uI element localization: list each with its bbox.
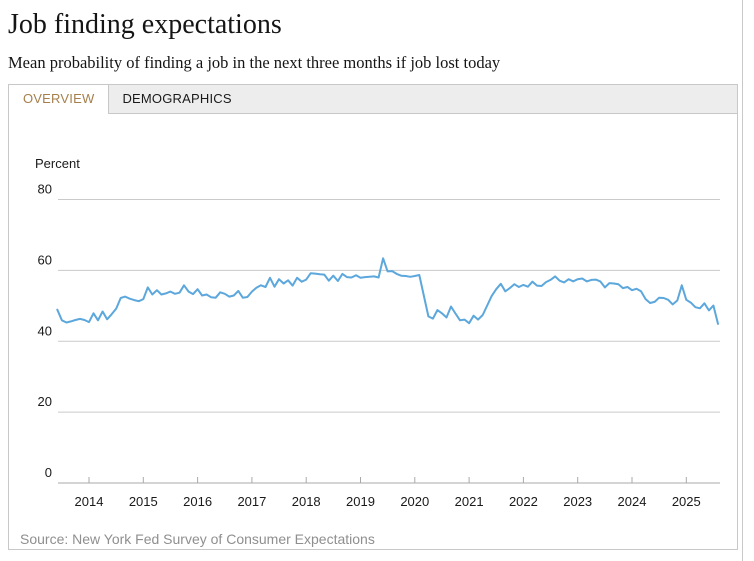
y-axis-title: Percent [35,156,80,171]
page-subtitle: Mean probability of finding a job in the… [8,53,501,72]
source-note: Source: New York Fed Survey of Consumer … [20,531,375,547]
tab-demographics[interactable]: DEMOGRAPHICS [122,91,232,106]
right-edge-border [742,0,743,561]
tab-overview[interactable]: OVERVIEW [9,85,110,114]
chart-panel: OVERVIEW DEMOGRAPHICS [8,84,738,550]
page-title: Job finding expectations [8,9,282,40]
tab-bar: OVERVIEW DEMOGRAPHICS [9,85,737,114]
